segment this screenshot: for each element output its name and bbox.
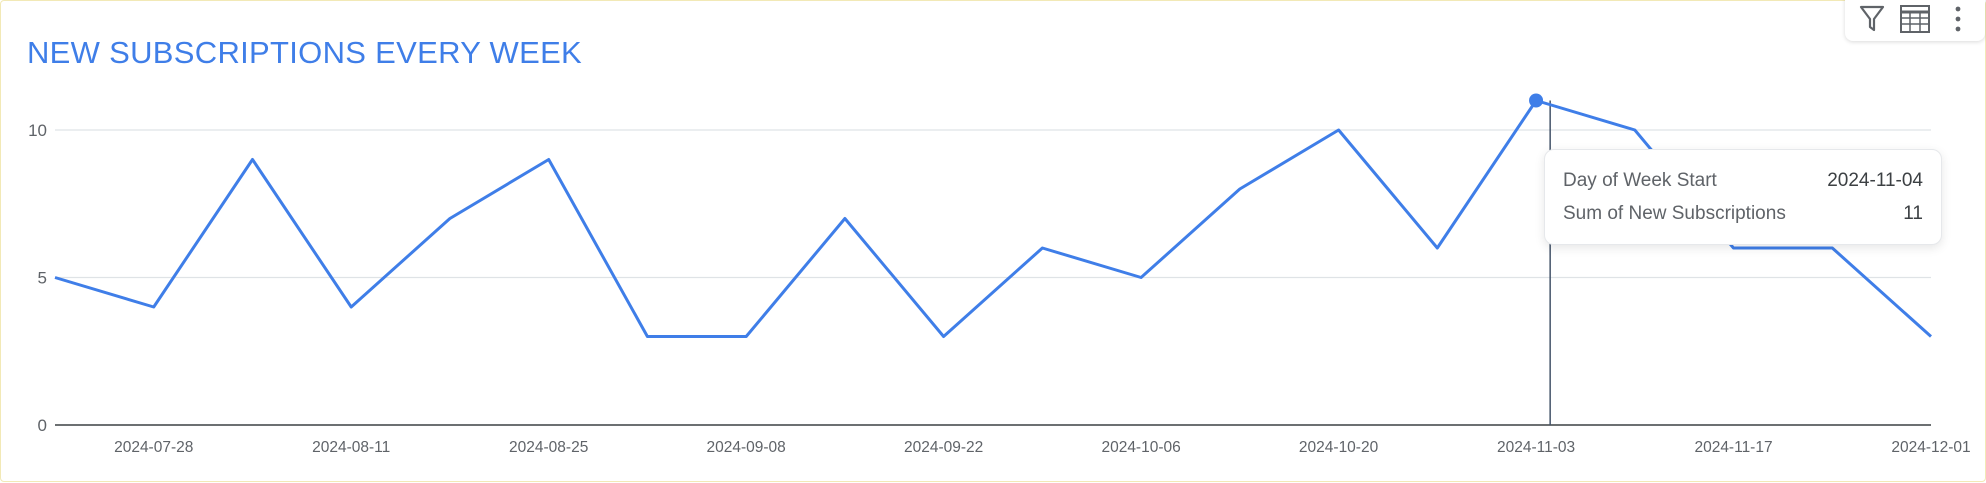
x-tick-label: 2024-11-03 [1497,439,1575,456]
data-point [1928,334,1934,340]
more-vert-icon [1955,6,1961,32]
x-tick-label: 2024-08-11 [312,439,390,456]
chart-toolbar [1845,0,1985,41]
data-point [151,304,157,310]
y-tick-label: 10 [28,121,47,140]
data-point [348,304,354,310]
table-icon [1900,5,1930,33]
tooltip-value: 2024-11-04 [1827,170,1923,191]
data-point [644,334,650,340]
filter-icon [1859,5,1885,32]
y-tick-label: 5 [38,269,47,288]
data-point [1731,245,1737,251]
tooltip-label: Sum of New Subscriptions [1563,203,1786,224]
tooltip-row-week-start: Day of Week Start 2024-11-04 [1563,170,1923,192]
data-point [1434,245,1440,251]
x-tick-label: 2024-09-08 [707,439,786,456]
table-view-button[interactable] [1899,2,1931,36]
x-tick-label: 2024-11-17 [1694,439,1772,456]
x-tick-label: 2024-09-22 [904,439,983,456]
chart-tooltip: Day of Week Start 2024-11-04 Sum of New … [1544,149,1942,245]
data-point [249,157,255,163]
data-point [447,216,453,222]
data-point [842,216,848,222]
x-tick-label: 2024-10-20 [1299,439,1379,456]
hovered-data-point [1529,93,1544,108]
data-point [52,275,58,281]
data-point [1829,245,1835,251]
data-point [1039,245,1045,251]
panel-title: NEW SUBSCRIPTIONS EVERY WEEK [27,35,583,70]
data-point [941,334,947,340]
tooltip-row-sum: Sum of New Subscriptions 11 [1563,203,1923,225]
data-point [1237,186,1243,192]
data-point [1632,127,1638,133]
more-options-button[interactable] [1942,2,1974,36]
y-tick-label: 0 [38,416,47,435]
x-tick-label: 2024-10-06 [1101,439,1180,456]
filter-button[interactable] [1856,2,1888,36]
x-tick-label: 2024-07-28 [114,439,193,456]
x-tick-label: 2024-08-25 [509,439,588,456]
data-point [546,157,552,163]
x-tick-label: 2024-12-01 [1891,439,1970,456]
tooltip-label: Day of Week Start [1563,170,1717,191]
tooltip-value: 11 [1903,203,1923,224]
data-point [1138,275,1144,281]
data-point [743,334,749,340]
data-point [1336,127,1342,133]
series-line [54,99,1933,338]
